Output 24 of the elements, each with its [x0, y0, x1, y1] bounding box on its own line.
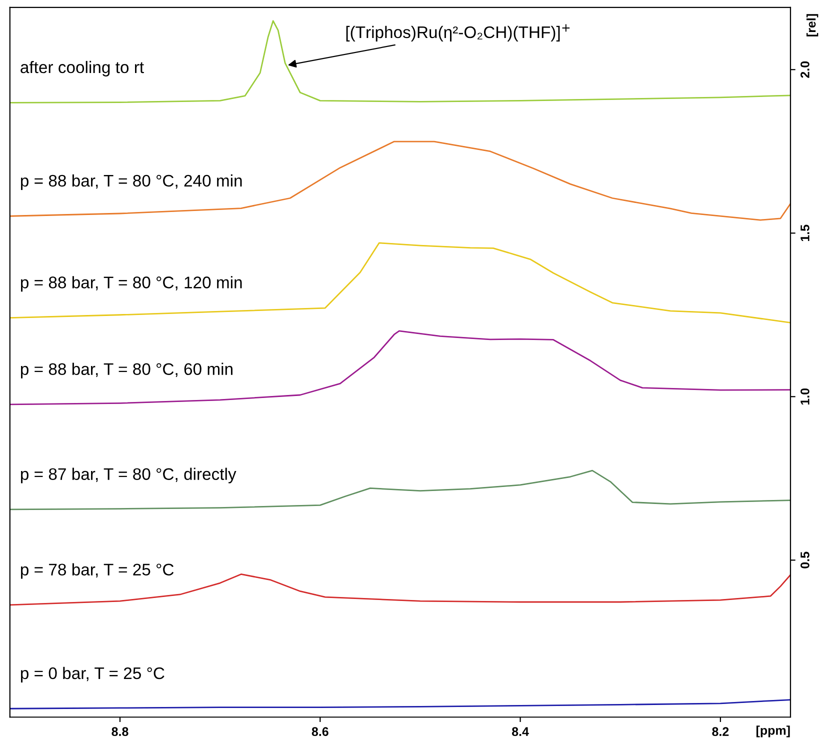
line-series [10, 330, 790, 406]
series-label: p = 88 bar, T = 80 °C, 240 min [20, 174, 242, 190]
x-tick-label: 8.6 [312, 727, 328, 736]
line-series [10, 140, 790, 221]
y-axis-title: [rel] [806, 14, 818, 36]
series-label: p = 78 bar, T = 25 °C [20, 563, 174, 579]
y-tick-label: 1.0 [800, 388, 810, 405]
series-label: p = 0 bar, T = 25 °C [20, 666, 164, 682]
line-series [10, 699, 790, 710]
y-tick-label: 1.5 [800, 224, 810, 242]
line-series [10, 20, 790, 104]
x-tick-label: 8.8 [112, 727, 128, 736]
y-tick-label: 0.5 [800, 552, 810, 568]
series-label: p = 88 bar, T = 80 °C, 120 min [20, 276, 242, 292]
x-tick-label: 8.2 [712, 727, 729, 736]
annotation: [(Triphos)Ru(η²-O₂CH)(THF)]$^{+}$ [346, 24, 570, 42]
series-label: after cooling to rt [20, 60, 144, 76]
line-series [10, 470, 790, 510]
x-tick-label: 8.4 [512, 727, 529, 736]
series-label: p = 87 bar, T = 80 °C, directly [20, 468, 236, 484]
y-tick-label: 2.0 [800, 61, 810, 78]
x-axis-title: [ppm] [756, 726, 790, 738]
line-series [10, 242, 790, 324]
series-label: p = 88 bar, T = 80 °C, 60 min [20, 362, 232, 378]
